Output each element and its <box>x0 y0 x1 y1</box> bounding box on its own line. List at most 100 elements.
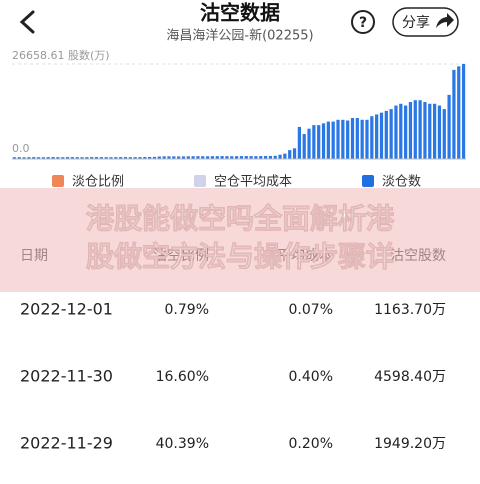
bar <box>268 155 273 159</box>
bar <box>205 156 210 159</box>
bar <box>432 103 437 159</box>
bar <box>143 157 147 159</box>
bar <box>331 121 335 159</box>
bar <box>225 156 229 159</box>
bar <box>249 156 253 159</box>
bar <box>22 157 26 159</box>
table-cell: 40.39% <box>156 436 209 452</box>
bar <box>317 125 321 159</box>
title: 沽空数据 <box>200 1 280 25</box>
bar <box>215 156 219 159</box>
bar <box>297 126 301 159</box>
bar <box>341 119 345 159</box>
table-cell: 1949.20万 <box>374 436 446 452</box>
bar <box>239 156 244 159</box>
share-button[interactable] <box>392 7 459 37</box>
bar <box>85 157 89 159</box>
bar <box>133 157 137 159</box>
column-header: 日期 <box>20 248 48 264</box>
bar <box>278 154 282 159</box>
table-cell: 2022-11-29 <box>20 434 113 453</box>
bar <box>244 156 248 159</box>
bar <box>288 150 292 159</box>
bar <box>157 156 161 159</box>
bar <box>408 101 413 159</box>
bar <box>123 157 128 159</box>
bar <box>413 100 417 159</box>
bar <box>119 157 123 159</box>
bar <box>442 109 446 159</box>
bar <box>399 103 403 159</box>
bar <box>437 105 442 159</box>
bar <box>447 94 451 159</box>
bar <box>17 157 21 159</box>
bar <box>394 105 398 159</box>
bar <box>346 120 350 159</box>
help-icon[interactable] <box>351 10 375 34</box>
bar <box>191 156 195 159</box>
bar <box>452 69 456 159</box>
bar <box>307 128 311 159</box>
bar <box>254 156 258 159</box>
bar <box>36 157 41 159</box>
table-cell: 16.60% <box>156 369 209 385</box>
bar <box>355 118 359 159</box>
table-cell: 1163.70万 <box>374 302 446 318</box>
bar <box>428 103 432 159</box>
bar <box>220 156 224 159</box>
column-header: 沽空比例 <box>153 248 209 264</box>
bar <box>321 123 326 159</box>
bar <box>70 157 74 159</box>
table-cell: 2022-12-01 <box>20 300 113 319</box>
bar <box>389 109 393 159</box>
bar <box>350 118 355 159</box>
bar <box>75 157 79 159</box>
y-tick-label: 26658.61 股数(万) <box>12 49 110 62</box>
bar <box>162 156 166 159</box>
bar <box>51 157 55 159</box>
table-cell: 0.79% <box>165 302 209 318</box>
legend-swatch <box>362 175 374 187</box>
banner <box>0 188 480 292</box>
table: 日期 沽空比例 平均成本 沽空股数 2022-12-01 0.79% 0.07% 1163.7… <box>20 248 446 453</box>
legend-swatch <box>194 175 206 187</box>
table-cell: 0.40% <box>289 369 333 385</box>
bar <box>196 156 200 159</box>
bar <box>65 157 70 159</box>
bar <box>404 105 408 159</box>
bar <box>114 157 118 159</box>
bar <box>283 153 287 159</box>
chart: 0.0 26658.61 股数(万) <box>12 49 466 160</box>
bar <box>177 156 181 159</box>
legend-label: 淡仓比例 <box>72 175 124 190</box>
legend-label: 空仓平均成本 <box>214 175 292 190</box>
bar <box>365 119 369 159</box>
bar <box>80 157 84 159</box>
share-icon <box>436 13 454 28</box>
bar <box>46 157 50 159</box>
bar <box>61 157 65 159</box>
table-cell: 0.07% <box>289 302 333 318</box>
bar <box>201 156 205 159</box>
bar <box>27 157 31 159</box>
bar <box>234 156 239 159</box>
bar <box>263 156 268 159</box>
bar <box>99 157 103 159</box>
back-button[interactable] <box>19 10 35 34</box>
bar <box>186 156 190 159</box>
bar <box>259 156 263 159</box>
bar <box>423 101 427 159</box>
bar <box>292 148 297 159</box>
bar <box>148 156 152 159</box>
bar <box>152 156 157 159</box>
table-cell: 2022-11-30 <box>20 367 113 386</box>
bar <box>336 119 340 159</box>
subtitle: 海昌海洋公园-新(02255) <box>166 28 313 44</box>
bar <box>302 134 306 159</box>
bar <box>109 157 113 159</box>
banner-text: 股做空方法与操作步骤详 <box>86 240 394 273</box>
bar <box>90 157 94 159</box>
